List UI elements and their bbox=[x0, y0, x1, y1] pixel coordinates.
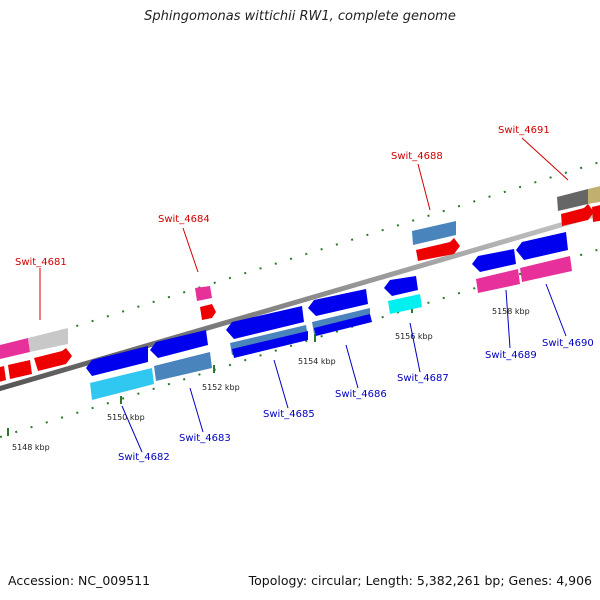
gene-feature-blue[interactable] bbox=[314, 314, 372, 336]
gene-label-swit-4688[interactable]: Swit_4688 bbox=[391, 151, 443, 162]
gene-feature-pink[interactable] bbox=[520, 256, 572, 282]
gene-feature-darkgrey[interactable] bbox=[557, 189, 588, 211]
gene-feature-red[interactable] bbox=[34, 348, 72, 371]
gene-feature-blue[interactable] bbox=[472, 249, 516, 272]
gene-leader-line bbox=[409, 322, 421, 373]
gene-label-swit-4682[interactable]: Swit_4682 bbox=[118, 452, 170, 463]
map-title: Sphingomonas wittichii RW1, complete gen… bbox=[144, 9, 456, 24]
gene-feature-blue[interactable] bbox=[150, 330, 208, 358]
gene-label-swit-4690[interactable]: Swit_4690 bbox=[542, 338, 594, 349]
scale-tick-label: 5148 kbp bbox=[12, 443, 50, 452]
gene-feature-blue[interactable] bbox=[86, 346, 148, 376]
gene-feature-steelblue[interactable] bbox=[154, 352, 212, 381]
scale-tick-label: 5154 kbp bbox=[298, 357, 336, 366]
gene-label-swit-4687[interactable]: Swit_4687 bbox=[397, 373, 449, 384]
gene-leader-line bbox=[121, 405, 143, 453]
gene-label-swit-4686[interactable]: Swit_4686 bbox=[335, 389, 387, 400]
gene-leader-line bbox=[182, 227, 199, 273]
gene-feature-pink[interactable] bbox=[0, 338, 30, 360]
genome-summary-text: Topology: circular; Length: 5,382,261 bp… bbox=[248, 573, 592, 588]
gene-label-swit-4689[interactable]: Swit_4689 bbox=[485, 350, 537, 361]
gene-label-swit-4691[interactable]: Swit_4691 bbox=[498, 125, 550, 136]
gene-feature-red[interactable] bbox=[561, 204, 594, 226]
gene-leader-line bbox=[273, 359, 289, 409]
gene-feature-blue[interactable] bbox=[232, 331, 308, 358]
gene-leader-line bbox=[505, 289, 511, 349]
gene-feature-red[interactable] bbox=[200, 304, 216, 320]
gene-leader-line bbox=[345, 344, 359, 389]
gene-leader-line bbox=[189, 387, 204, 433]
gene-leader-line bbox=[417, 163, 431, 211]
gene-feature-cyan[interactable] bbox=[388, 294, 422, 314]
scale-tick-label: 5150 kbp bbox=[107, 413, 145, 422]
gene-feature-red[interactable] bbox=[8, 360, 32, 379]
accession-text: Accession: NC_009511 bbox=[8, 573, 151, 588]
gene-feature-blue[interactable] bbox=[384, 276, 418, 296]
genome-backbone bbox=[0, 210, 600, 392]
gene-feature-red[interactable] bbox=[416, 238, 460, 261]
scale-tick-label: 5152 kbp bbox=[202, 383, 240, 392]
gene-feature-blue[interactable] bbox=[226, 306, 304, 339]
gene-label-swit-4684[interactable]: Swit_4684 bbox=[158, 214, 210, 225]
gene-feature-cyan[interactable] bbox=[90, 368, 154, 400]
gene-leader-line bbox=[545, 283, 567, 337]
gene-feature-steelblue[interactable] bbox=[412, 221, 456, 245]
gene-feature-pink[interactable] bbox=[476, 269, 520, 293]
gene-feature-red[interactable] bbox=[0, 366, 6, 383]
scale-tick-label: 5158 kbp bbox=[492, 307, 530, 316]
gene-leader-line bbox=[521, 137, 569, 181]
gene-feature-blue[interactable] bbox=[308, 289, 368, 316]
gene-feature-pink[interactable] bbox=[195, 286, 212, 301]
gene-label-swit-4681[interactable]: Swit_4681 bbox=[15, 257, 67, 268]
gene-feature-red[interactable] bbox=[592, 204, 600, 222]
gene-feature-grey[interactable] bbox=[28, 328, 68, 352]
gene-feature-olive[interactable] bbox=[588, 185, 600, 204]
gene-label-swit-4685[interactable]: Swit_4685 bbox=[263, 409, 315, 420]
gene-label-swit-4683[interactable]: Swit_4683 bbox=[179, 433, 231, 444]
scale-tick-label: 5156 kbp bbox=[395, 332, 433, 341]
gene-feature-blue[interactable] bbox=[516, 232, 568, 260]
